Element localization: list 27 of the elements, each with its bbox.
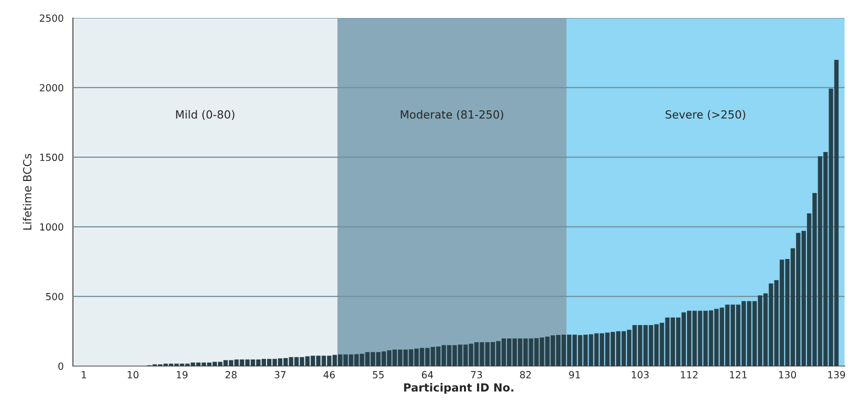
y-tick-label: 0 bbox=[58, 362, 64, 370]
x-tick-label: 130 bbox=[779, 371, 796, 378]
x-tick-label: 19 bbox=[176, 371, 188, 378]
x-tick-label: 91 bbox=[569, 371, 580, 378]
x-tick-label: 46 bbox=[324, 371, 335, 378]
x-tick-label: 82 bbox=[520, 371, 531, 378]
y-axis-title: Lifetime BCCs bbox=[22, 154, 32, 230]
x-tick-label: 103 bbox=[632, 371, 649, 378]
x-tick-label: 64 bbox=[422, 371, 434, 378]
band-label: Severe (>250) bbox=[666, 110, 746, 120]
x-tick-label: 10 bbox=[128, 371, 138, 378]
y-tick-label: 2000 bbox=[40, 84, 64, 92]
x-tick-label: 139 bbox=[828, 371, 846, 378]
y-tick-label: 1000 bbox=[40, 223, 64, 231]
x-tick-label: 73 bbox=[471, 371, 482, 378]
y-tick-label: 2500 bbox=[40, 14, 64, 22]
band-label: Moderate (81-250) bbox=[400, 110, 504, 120]
band-label: Mild (0-80) bbox=[176, 110, 234, 120]
x-tick-label: 55 bbox=[372, 371, 384, 378]
x-tick-label: 121 bbox=[730, 371, 747, 378]
x-tick-label: 28 bbox=[226, 371, 237, 378]
x-tick-label: 112 bbox=[680, 371, 698, 378]
x-tick-label: 1 bbox=[82, 371, 86, 378]
x-tick-label: 37 bbox=[274, 371, 286, 378]
y-tick-label: 1500 bbox=[40, 154, 64, 162]
x-axis-title: Participant ID No. bbox=[404, 383, 514, 394]
y-tick-label: 500 bbox=[46, 292, 64, 300]
